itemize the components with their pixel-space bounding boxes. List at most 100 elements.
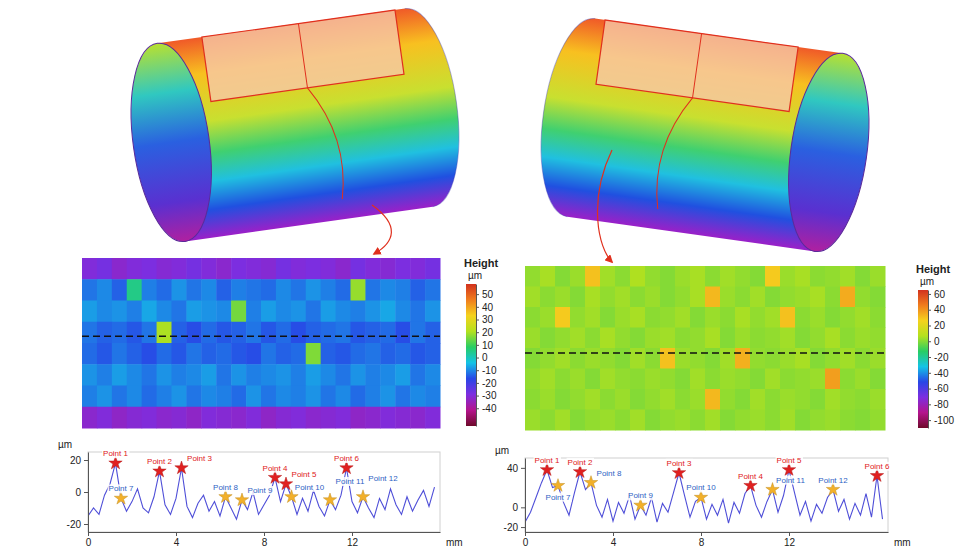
tick-mark bbox=[264, 532, 265, 536]
tick-mark bbox=[88, 532, 89, 536]
tick-label: 0 bbox=[482, 352, 488, 363]
valley-label: Point 10 bbox=[295, 483, 325, 492]
tick-mark bbox=[789, 532, 790, 536]
colorbar-axis-tick: 50 bbox=[476, 289, 494, 300]
heat-cell bbox=[840, 287, 856, 308]
label-patch bbox=[335, 477, 366, 486]
heat-cell bbox=[172, 386, 187, 408]
heat-cell bbox=[186, 407, 201, 429]
heat-cell bbox=[97, 301, 112, 323]
heat-cell bbox=[870, 328, 886, 349]
heat-cell bbox=[336, 343, 351, 365]
heat-cell bbox=[425, 343, 440, 365]
heat-cell bbox=[351, 364, 366, 386]
y-axis-tick: -20 bbox=[504, 522, 525, 533]
x-axis-tick: 0 bbox=[86, 532, 92, 548]
heat-cell bbox=[306, 258, 321, 280]
heat-cell bbox=[720, 369, 736, 390]
heatmap bbox=[82, 258, 441, 429]
heat-cell bbox=[840, 307, 856, 328]
tick-label: 8 bbox=[699, 537, 705, 548]
pointer-arrow bbox=[598, 150, 612, 262]
heat-cell bbox=[795, 266, 811, 287]
heat-cell bbox=[690, 266, 706, 287]
heat-cell bbox=[525, 389, 541, 410]
heat-cell bbox=[306, 279, 321, 301]
heat-cell bbox=[750, 328, 766, 349]
heat-cell bbox=[82, 258, 97, 280]
heat-cell bbox=[186, 301, 201, 323]
heat-cell bbox=[870, 307, 886, 328]
heat-cell bbox=[216, 386, 231, 408]
heat-cell bbox=[825, 410, 841, 431]
heat-cell bbox=[750, 369, 766, 390]
colorbar bbox=[918, 290, 928, 428]
y-axis-line bbox=[88, 453, 89, 533]
heat-cell bbox=[306, 407, 321, 429]
heat-cell bbox=[645, 287, 661, 308]
label-patch bbox=[102, 449, 129, 458]
heat-cell bbox=[410, 343, 425, 365]
heat-cell bbox=[201, 407, 216, 429]
heat-cell bbox=[231, 322, 246, 344]
plot-marks bbox=[525, 463, 884, 523]
heat-cell bbox=[127, 279, 142, 301]
tick-label: 4 bbox=[174, 537, 180, 548]
heat-cell bbox=[351, 386, 366, 408]
heat-cell bbox=[231, 386, 246, 408]
heat-cell bbox=[630, 328, 646, 349]
heat-cell bbox=[600, 328, 616, 349]
heat-cell bbox=[380, 343, 395, 365]
heat-cell bbox=[291, 343, 306, 365]
heat-cell bbox=[142, 364, 157, 386]
heat-cell bbox=[870, 266, 886, 287]
heat-cell bbox=[172, 407, 187, 429]
heat-cell bbox=[291, 301, 306, 323]
heat-cell bbox=[321, 301, 336, 323]
tick-label: 20 bbox=[482, 327, 494, 338]
heat-cell bbox=[201, 364, 216, 386]
heat-cell bbox=[540, 348, 556, 369]
x-axis-tick: 0 bbox=[523, 532, 529, 548]
heat-cell bbox=[660, 307, 676, 328]
pointer-arrow bbox=[372, 205, 391, 254]
cylinder-far-rim bbox=[405, 3, 470, 206]
heat-cell bbox=[840, 328, 856, 349]
label-patch bbox=[146, 457, 173, 466]
heat-cell bbox=[870, 287, 886, 308]
heat-cell bbox=[825, 348, 841, 369]
heat-cell bbox=[765, 266, 781, 287]
label-patch bbox=[262, 464, 289, 473]
heat-cell bbox=[765, 389, 781, 410]
heat-cell bbox=[97, 322, 112, 344]
heat-cell bbox=[261, 407, 276, 429]
heat-cell bbox=[216, 407, 231, 429]
valley-label: Point 7 bbox=[546, 493, 571, 502]
label-patch bbox=[534, 456, 561, 465]
heat-cell bbox=[555, 369, 571, 390]
tick-label: -20 bbox=[67, 519, 82, 530]
peak-label: Point 1 bbox=[103, 449, 128, 458]
heat-cell bbox=[855, 287, 871, 308]
valley-marker bbox=[551, 479, 564, 492]
peak-label: Point 6 bbox=[865, 462, 890, 471]
heat-cell bbox=[261, 279, 276, 301]
tick-mark bbox=[476, 370, 479, 371]
colorbar-unit: µm bbox=[468, 270, 482, 281]
heat-cell bbox=[705, 410, 721, 431]
peak-label: Point 2 bbox=[568, 458, 593, 467]
heat-cell bbox=[735, 348, 751, 369]
y-axis-tick: 20 bbox=[70, 455, 88, 466]
heat-cell bbox=[216, 301, 231, 323]
heat-cell bbox=[570, 287, 586, 308]
label-patch bbox=[775, 476, 806, 485]
heat-cell bbox=[261, 343, 276, 365]
valley-label: Point 12 bbox=[818, 476, 848, 485]
heat-cell bbox=[720, 328, 736, 349]
heat-cell bbox=[157, 322, 172, 344]
heat-cell bbox=[600, 287, 616, 308]
tick-label: 4 bbox=[611, 537, 617, 548]
valley-marker bbox=[323, 493, 336, 506]
heat-cell bbox=[201, 279, 216, 301]
valley-label: Point 11 bbox=[336, 477, 365, 486]
